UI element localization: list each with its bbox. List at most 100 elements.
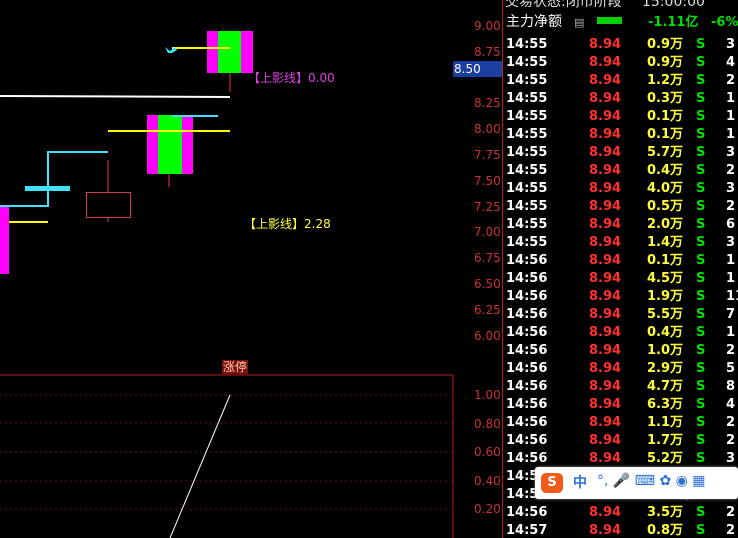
cyan-steps [0,151,108,207]
trade-time: 14:57 [506,523,548,538]
trade-side: S [696,217,706,232]
price-tick: 8.25 [474,96,501,111]
trade-price: 8.94 [589,145,622,160]
trade-side: S [696,55,706,70]
trade-count: 2 [726,343,736,358]
trade-row: 14:55 8.94 0.9万 S 3 [502,36,738,54]
trade-price: 8.94 [589,379,622,394]
trade-count: 2 [726,199,736,214]
trade-volume: 0.9万 [647,37,684,52]
trade-count: 1 [726,109,736,124]
trade-row: 14:56 8.94 4.7万 S 8 [502,378,738,396]
trade-volume: 0.1万 [647,253,684,268]
candle-body [218,31,241,73]
trade-time: 14:55 [506,37,548,52]
trade-row: 14:56 8.94 1.7万 S 2 [502,432,738,450]
net-pct: -6% [711,15,738,30]
trade-count: 6 [726,217,736,232]
trade-row: 14:56 8.94 5.2万 S 3 [502,450,738,468]
trade-count: 2 [726,433,736,448]
trade-time: 14:55 [506,217,548,232]
volume-tick: 0.60 [474,445,501,459]
trade-volume: 0.5万 [647,199,684,214]
annotation: 【上影线】2.28 [244,217,331,231]
trade-time: 14:56 [506,433,548,448]
candle [86,192,131,218]
trade-time: 14:55 [506,127,548,142]
trade-side: S [696,127,706,142]
trade-count: 7 [726,307,736,322]
net-icon: ▤ [574,16,585,29]
trade-row: 14:55 8.94 0.3万 S 1 [502,90,738,108]
trade-row: 14:56 8.94 6.3万 S 4 [502,396,738,414]
trade-side: S [696,109,706,124]
price-tick: 8.75 [474,44,501,59]
trade-side: S [696,379,706,394]
trade-row: 14:56 8.94 0.1万 S 1 [502,252,738,270]
trade-volume: 0.9万 [647,55,684,70]
trade-count: 4 [726,55,736,70]
trade-count: 3 [726,37,736,52]
trade-time: 14:56 [506,415,548,430]
trade-count: 1 [726,253,736,268]
trade-time: 14:55 [506,163,548,178]
volume-tick: 0.80 [474,416,501,431]
price-tick: 6.50 [474,277,501,291]
trade-row: 14:55 8.94 1.2万 S 2 [502,72,738,90]
trade-price: 8.94 [589,37,622,52]
trade-volume: 2.9万 [647,361,684,376]
trade-row: 14:55 8.94 5.7万 S 3 [502,144,738,162]
trade-price: 8.94 [589,415,622,430]
price-tick: 6.00 [474,328,501,343]
annotation: 【上影线】0.00 [248,71,335,85]
price-tick: 6.75 [474,251,501,266]
trade-price: 8.94 [589,253,622,268]
ime-icons[interactable]: °, 🎤 ⌨ ✿ ◉ ▦ [597,473,706,489]
trade-price: 8.94 [589,55,622,70]
trade-time: 14:56 [506,361,548,376]
trade-count: 3 [726,235,736,250]
trade-time: 14:56 [506,379,548,394]
trade-time: 14:56 [506,505,548,520]
ime-mode[interactable]: 中 [573,475,587,491]
limit-up-label: 涨停 [223,360,248,374]
trade-price: 8.94 [589,163,622,178]
trade-count: 11 [726,289,738,304]
trade-volume: 0.1万 [647,109,684,124]
trade-volume: 0.8万 [647,523,684,538]
trade-row: 14:56 8.94 1.9万 S 11 [502,288,738,306]
trade-volume: 0.3万 [647,91,684,106]
trade-volume: 1.1万 [647,415,684,430]
trade-time: 14:55 [506,235,548,250]
trade-row: 14:56 8.94 1.0万 S 2 [502,342,738,360]
trade-price: 8.94 [589,397,622,412]
trade-volume: 0.4万 [647,163,684,178]
trade-volume: 5.2万 [647,451,684,466]
white-line [0,95,231,98]
trade-row: 14:56 8.94 4.5万 S 1 [502,270,738,288]
net-label: 主力净额 [506,14,562,30]
trade-time: 14:55 [506,199,548,214]
trade-side: S [696,523,706,538]
trade-side: S [696,163,706,178]
ime-toolbar[interactable]: S 中 °, 🎤 ⌨ ✿ ◉ ▦ [535,467,738,499]
trade-row: 14:56 8.94 5.5万 S 7 [502,306,738,324]
cyan-bar [25,186,70,191]
price-tick: 7.25 [474,199,501,214]
volume-tick: 0.40 [474,473,501,488]
trade-row: 14:56 8.94 1.1万 S 2 [502,414,738,432]
trade-count: 2 [726,163,736,178]
price-tick: 7.50 [474,173,501,188]
volume-line [169,394,231,538]
price-tick: 8.00 [474,122,501,137]
trade-count: 8 [726,379,736,394]
candle-body [158,115,182,174]
current-price-box [453,61,502,77]
trade-count: 1 [726,127,736,142]
trade-side: S [696,253,706,268]
trade-price: 8.94 [589,181,622,196]
trade-price: 8.94 [589,271,622,286]
trade-time: 14:55 [506,73,548,88]
trade-side: S [696,325,706,340]
trade-count: 2 [726,415,736,430]
